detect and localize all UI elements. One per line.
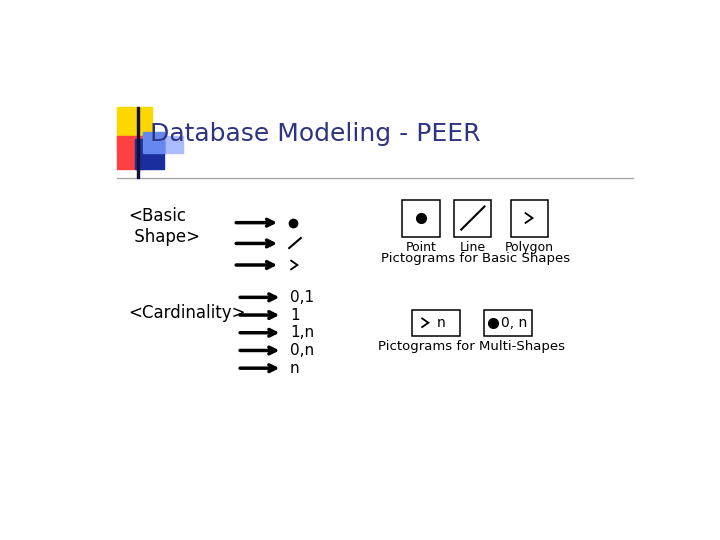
Bar bbox=[510, 200, 548, 237]
Text: 0,n: 0,n bbox=[290, 343, 314, 358]
Bar bbox=[454, 200, 492, 237]
Text: Polygon: Polygon bbox=[505, 241, 554, 254]
Bar bbox=[163, 137, 183, 153]
Text: n: n bbox=[437, 316, 446, 330]
Text: Pictograms for Multi-Shapes: Pictograms for Multi-Shapes bbox=[378, 340, 565, 354]
Text: 0, n: 0, n bbox=[500, 316, 527, 330]
Text: Database Modeling - PEER: Database Modeling - PEER bbox=[150, 122, 481, 146]
Text: Pictograms for Basic Shapes: Pictograms for Basic Shapes bbox=[381, 252, 570, 265]
Bar bbox=[402, 200, 439, 237]
Bar bbox=[137, 107, 139, 178]
Bar bbox=[135, 139, 163, 168]
Text: Line: Line bbox=[460, 241, 486, 254]
Text: Point: Point bbox=[405, 241, 436, 254]
Text: 0,1: 0,1 bbox=[290, 290, 314, 305]
Bar bbox=[117, 137, 144, 168]
Text: n: n bbox=[290, 361, 300, 376]
Text: <Basic
 Shape>: <Basic Shape> bbox=[129, 207, 200, 246]
Text: 1,n: 1,n bbox=[290, 325, 314, 340]
Bar bbox=[484, 309, 532, 336]
Bar bbox=[117, 107, 152, 150]
Bar bbox=[143, 132, 163, 153]
Text: <Cardinality>: <Cardinality> bbox=[129, 303, 246, 322]
Text: 1: 1 bbox=[290, 308, 300, 322]
Bar bbox=[412, 309, 459, 336]
